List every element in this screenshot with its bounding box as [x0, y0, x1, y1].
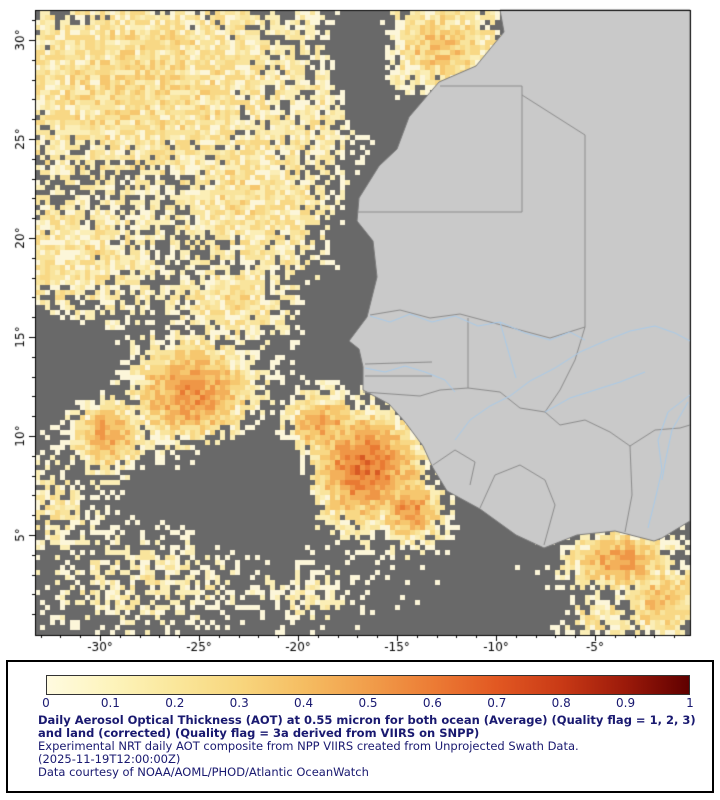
map-canvas [0, 0, 720, 655]
legend-box: 0 0.1 0.2 0.3 0.4 0.5 0.6 0.7 0.8 0.9 1 Daily Aero… [6, 660, 714, 793]
colorbar-tick-label: 0.7 [487, 696, 507, 710]
legend-credit: Data courtesy of NOAA/AOML/PHOD/Atlantic… [38, 764, 369, 779]
colorbar-tick-label: 1 [686, 696, 694, 710]
colorbar-tick-label: 0.9 [616, 696, 636, 710]
colorbar-tick-label: 0.2 [165, 696, 185, 710]
colorbar-tick-labels: 0 0.1 0.2 0.3 0.4 0.5 0.6 0.7 0.8 0.9 1 [42, 695, 694, 710]
colorbar-tick-label: 0.6 [422, 696, 442, 710]
colorbar-gradient [46, 675, 690, 695]
colorbar-tick-label: 0.8 [551, 696, 571, 710]
colorbar-tick-label: 0.5 [358, 696, 378, 710]
colorbar-tick-label: 0 [42, 696, 50, 710]
colorbar-tick-label: 0.1 [100, 696, 120, 710]
colorbar-tick-label: 0.3 [229, 696, 249, 710]
colorbar-tick-label: 0.4 [294, 696, 314, 710]
legend-title: Daily Aerosol Optical Thickness (AOT) at… [38, 713, 696, 740]
legend-description: Experimental NRT daily AOT composite fro… [38, 738, 579, 753]
legend-timestamp: (2025-11-19T12:00:00Z) [38, 751, 181, 766]
